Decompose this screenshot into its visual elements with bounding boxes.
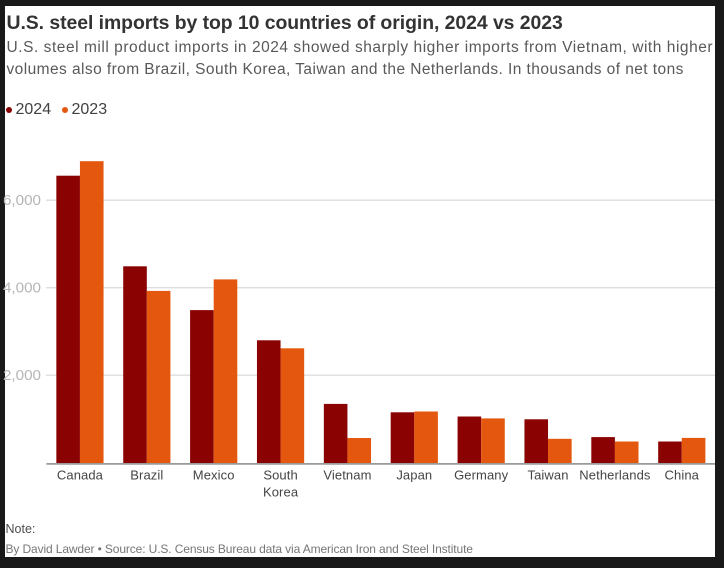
svg-text:Netherlands: Netherlands (579, 468, 651, 483)
svg-text:Vietnam: Vietnam (323, 468, 371, 483)
svg-text:Mexico: Mexico (193, 468, 235, 483)
svg-text:Korea: Korea (263, 484, 299, 499)
svg-text:South: South (263, 468, 297, 483)
svg-text:4,000: 4,000 (3, 279, 41, 296)
svg-text:Brazil: Brazil (130, 468, 163, 483)
svg-text:Taiwan: Taiwan (528, 468, 569, 483)
svg-text:Germany: Germany (454, 468, 509, 483)
svg-text:Japan: Japan (396, 468, 432, 483)
svg-text:China: China (665, 468, 700, 483)
svg-text:6,000: 6,000 (3, 192, 41, 209)
svg-text:Canada: Canada (57, 468, 104, 483)
svg-text:2,000: 2,000 (3, 367, 41, 384)
